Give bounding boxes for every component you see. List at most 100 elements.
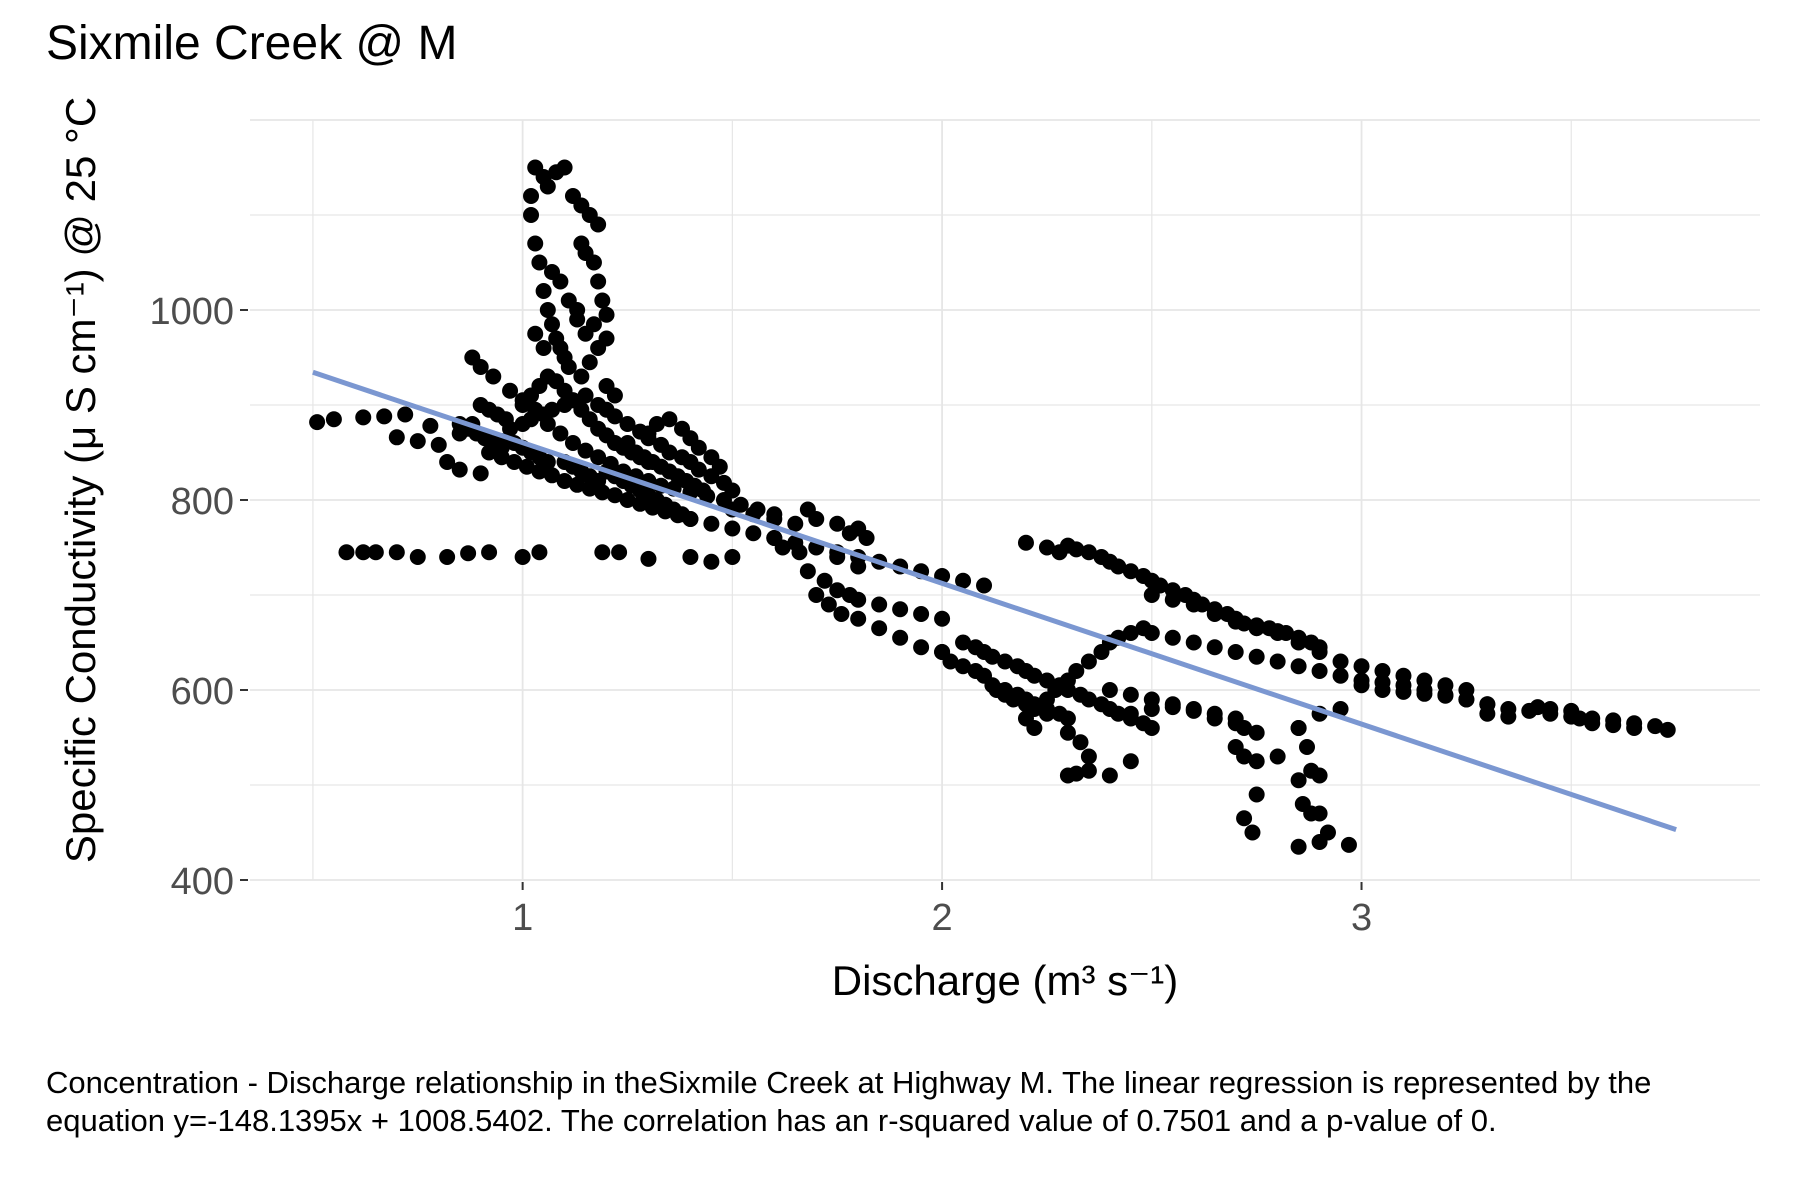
data-point bbox=[1122, 625, 1139, 641]
data-point bbox=[1206, 639, 1223, 656]
data-point bbox=[955, 658, 972, 675]
data-point bbox=[422, 417, 439, 434]
data-point bbox=[871, 596, 888, 613]
data-point bbox=[913, 606, 930, 622]
y-axis-label: Specific Conductivity (μ S cm⁻¹) @ 25 °C bbox=[57, 97, 104, 863]
data-point bbox=[799, 563, 816, 580]
data-point bbox=[552, 425, 569, 442]
data-point bbox=[506, 454, 523, 470]
data-point bbox=[1458, 691, 1475, 708]
regression-line bbox=[312, 369, 1677, 833]
data-point bbox=[942, 653, 959, 670]
data-point bbox=[539, 178, 556, 195]
data-point bbox=[1290, 772, 1307, 789]
data-point bbox=[472, 465, 489, 482]
data-point bbox=[1080, 653, 1097, 670]
data-point bbox=[619, 416, 636, 432]
data-point bbox=[1143, 625, 1160, 641]
data-point bbox=[539, 302, 556, 318]
data-point bbox=[1059, 724, 1076, 741]
data-point bbox=[955, 572, 972, 589]
data-point bbox=[388, 429, 405, 446]
data-point bbox=[1236, 810, 1253, 827]
data-point bbox=[606, 387, 623, 404]
data-point bbox=[1416, 685, 1433, 702]
data-point bbox=[590, 449, 607, 466]
data-point bbox=[787, 515, 804, 532]
data-point bbox=[1164, 629, 1181, 646]
data-point bbox=[376, 408, 393, 425]
data-point bbox=[1626, 720, 1643, 736]
data-point bbox=[661, 444, 678, 461]
data-point bbox=[577, 387, 594, 404]
y-tick-label: 1000 bbox=[149, 291, 234, 333]
data-point bbox=[1143, 701, 1160, 717]
data-point bbox=[1164, 699, 1181, 716]
data-point bbox=[808, 587, 825, 603]
data-point bbox=[564, 435, 581, 451]
data-point bbox=[560, 359, 577, 375]
x-tick-label: 1 bbox=[512, 897, 533, 939]
data-point bbox=[1332, 653, 1349, 670]
data-point bbox=[355, 409, 372, 426]
data-point bbox=[619, 492, 636, 508]
data-point bbox=[1647, 718, 1664, 735]
data-point bbox=[1206, 606, 1223, 622]
data-point bbox=[1143, 587, 1160, 603]
data-point bbox=[594, 292, 611, 309]
data-point bbox=[1206, 710, 1223, 727]
data-point bbox=[1542, 701, 1559, 717]
data-point bbox=[1340, 836, 1357, 853]
data-point bbox=[1072, 734, 1089, 751]
data-point bbox=[1659, 721, 1676, 738]
data-point bbox=[577, 442, 594, 459]
data-point bbox=[1026, 667, 1043, 684]
data-point bbox=[325, 411, 342, 428]
data-point bbox=[850, 610, 867, 627]
data-point bbox=[409, 549, 426, 565]
data-point bbox=[552, 273, 569, 290]
data-point bbox=[833, 606, 850, 622]
data-point bbox=[711, 458, 728, 475]
data-point bbox=[585, 316, 602, 333]
data-point bbox=[682, 511, 699, 527]
data-point bbox=[556, 473, 573, 489]
data-point bbox=[451, 461, 468, 478]
data-point bbox=[997, 653, 1013, 670]
data-point bbox=[338, 544, 355, 561]
data-point bbox=[439, 549, 456, 565]
data-point bbox=[1101, 767, 1118, 784]
data-point bbox=[590, 273, 607, 290]
data-point bbox=[850, 591, 867, 608]
data-point bbox=[724, 520, 741, 537]
data-point bbox=[1437, 687, 1454, 704]
data-point bbox=[1143, 720, 1160, 736]
data-point bbox=[1122, 705, 1139, 722]
data-point bbox=[598, 306, 615, 323]
data-point bbox=[1353, 658, 1370, 675]
data-point bbox=[1290, 838, 1307, 855]
data-point bbox=[1248, 786, 1265, 803]
data-point bbox=[1017, 534, 1034, 551]
data-point bbox=[1269, 653, 1286, 670]
data-point bbox=[1290, 720, 1307, 736]
data-point bbox=[523, 188, 540, 204]
data-point bbox=[829, 515, 846, 532]
data-point bbox=[497, 411, 514, 428]
data-point bbox=[569, 302, 586, 318]
data-point bbox=[544, 401, 560, 418]
data-point bbox=[1269, 748, 1286, 765]
data-point bbox=[556, 159, 573, 176]
data-point bbox=[1374, 682, 1391, 698]
data-point bbox=[544, 316, 560, 333]
data-point bbox=[1248, 753, 1265, 770]
data-point bbox=[1080, 762, 1097, 779]
data-point bbox=[388, 544, 405, 561]
data-point bbox=[955, 634, 972, 651]
data-points bbox=[309, 159, 1676, 855]
data-point bbox=[808, 511, 825, 527]
data-point bbox=[1311, 805, 1328, 822]
data-point bbox=[1248, 724, 1265, 741]
data-point bbox=[523, 207, 540, 223]
